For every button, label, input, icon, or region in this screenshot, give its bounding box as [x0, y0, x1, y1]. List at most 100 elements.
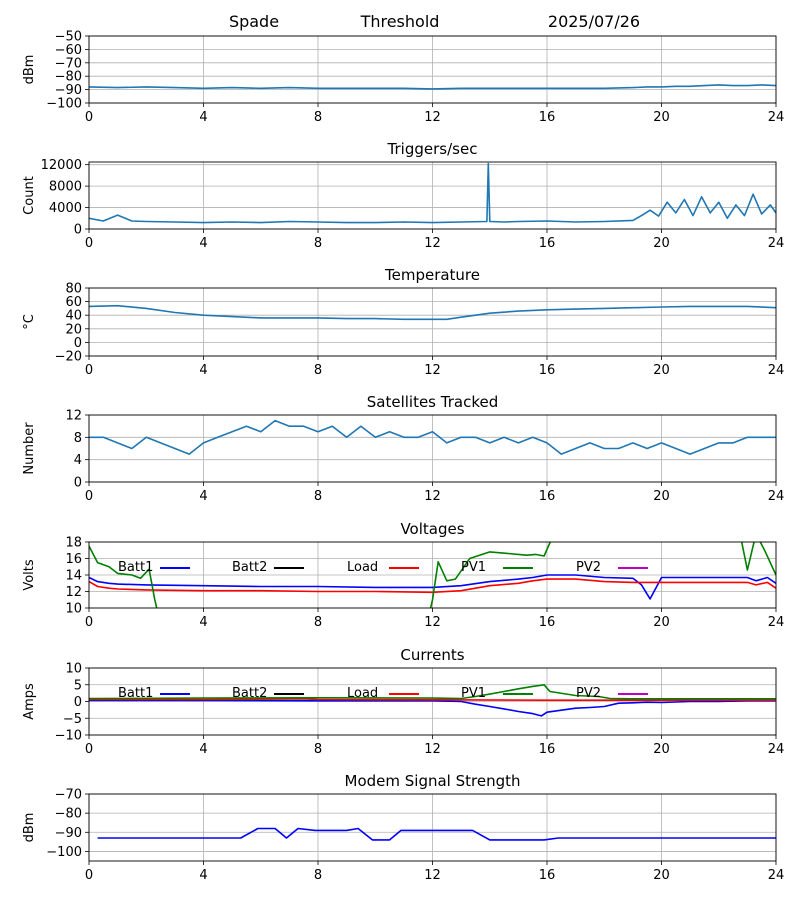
plot-frame	[88, 161, 777, 230]
plot-frame	[88, 414, 777, 483]
plot-frame	[88, 667, 777, 736]
y-tick-label: 5	[74, 678, 82, 693]
chart-title: Modem Signal Strength	[345, 772, 521, 790]
legend-label-pv2: PV2	[576, 560, 601, 575]
y-axis-label: Number	[22, 422, 37, 475]
x-tick-label: 24	[768, 110, 785, 125]
y-tick-label: 0	[74, 695, 82, 710]
y-tick-label: 4	[74, 453, 82, 468]
x-tick-label: 8	[314, 236, 322, 251]
x-tick-label: 20	[653, 489, 670, 504]
y-tick-label: 4000	[49, 201, 82, 216]
legend-label-batt2: Batt2	[232, 686, 267, 701]
header-mode: Threshold	[360, 12, 440, 31]
y-tick-label: −50	[55, 30, 82, 45]
series-line-modem	[97, 827, 776, 841]
series-line-pv1	[89, 542, 776, 608]
y-tick-label: 0	[74, 476, 82, 491]
y-axis-label: °C	[22, 314, 37, 330]
x-tick-label: 16	[539, 868, 556, 883]
x-tick-label: 0	[85, 868, 93, 883]
x-tick-label: 12	[424, 615, 441, 630]
y-tick-label: −20	[55, 350, 82, 365]
y-axis-label: Amps	[22, 683, 37, 720]
x-tick-label: 16	[539, 363, 556, 378]
y-tick-label: 18	[65, 536, 82, 551]
x-tick-label: 0	[85, 615, 93, 630]
chart-title: Satellites Tracked	[367, 393, 498, 411]
chart-title: Triggers/sec	[387, 140, 478, 158]
x-tick-label: 20	[653, 742, 670, 757]
x-tick-label: 16	[539, 236, 556, 251]
x-tick-label: 24	[768, 742, 785, 757]
x-tick-label: 4	[199, 868, 207, 883]
chart-title: Currents	[400, 646, 464, 664]
x-tick-label: 16	[539, 615, 556, 630]
series-line-load	[89, 578, 776, 594]
legend-label-pv1: PV1	[461, 686, 486, 701]
chart-panel-threshold: 0 4 8 12 16 20 24 −100−90−80−70−60−50 dBm	[22, 30, 784, 126]
plot-frame	[88, 287, 777, 357]
x-tick-label: 20	[653, 236, 670, 251]
x-tick-label: 4	[199, 363, 207, 378]
x-tick-label: 20	[653, 615, 670, 630]
y-tick-label: 12	[65, 409, 82, 424]
x-tick-label: 8	[314, 742, 322, 757]
y-axis-label: dBm	[22, 55, 37, 85]
y-tick-label: 16	[65, 552, 82, 567]
x-tick-label: 24	[768, 615, 785, 630]
x-tick-label: 24	[768, 868, 785, 883]
y-tick-label: 0	[74, 223, 82, 238]
x-tick-label: 8	[314, 363, 322, 378]
plot-frame	[88, 541, 777, 609]
x-tick-label: 12	[424, 363, 441, 378]
legend-label-pv2: PV2	[576, 686, 601, 701]
x-tick-label: 8	[314, 615, 322, 630]
series-line-temperature	[89, 304, 776, 321]
x-tick-label: 12	[424, 236, 441, 251]
x-tick-label: 0	[85, 363, 93, 378]
y-tick-label: 12	[65, 585, 82, 600]
y-axis-label: dBm	[22, 813, 37, 843]
legend-label-load: Load	[347, 560, 378, 575]
x-tick-label: 4	[199, 110, 207, 125]
y-axis-label: Volts	[22, 559, 37, 591]
series-line-triggers	[89, 162, 776, 224]
x-tick-label: 8	[314, 110, 322, 125]
y-tick-label: 10	[65, 662, 82, 677]
x-tick-label: 4	[199, 236, 207, 251]
x-tick-label: 8	[314, 489, 322, 504]
chart-panel-satellites: 0 4 8 12 16 20 24 0 4 8 12 Satellites Tracked Number	[22, 393, 784, 504]
y-tick-label: −70	[55, 56, 82, 71]
x-tick-label: 12	[424, 868, 441, 883]
legend-label-pv1: PV1	[461, 560, 486, 575]
y-tick-label: −80	[55, 807, 82, 822]
y-tick-label: 80	[65, 282, 82, 297]
y-tick-label: −90	[55, 826, 82, 841]
y-tick-label: −60	[55, 43, 82, 58]
plot-frame	[88, 793, 777, 862]
x-tick-label: 0	[85, 489, 93, 504]
header-date: 2025/07/26	[548, 12, 640, 31]
legend-label-load: Load	[347, 686, 378, 701]
x-tick-label: 0	[85, 236, 93, 251]
y-tick-label: −100	[46, 845, 82, 860]
y-tick-label: −100	[46, 97, 82, 112]
series-line-threshold	[89, 84, 776, 90]
y-tick-label: 10	[65, 602, 82, 617]
y-tick-label: 60	[65, 295, 82, 310]
series-line-satellites	[89, 419, 776, 455]
x-tick-label: 20	[653, 868, 670, 883]
chart-title: Temperature	[384, 266, 480, 284]
y-tick-label: 0	[74, 336, 82, 351]
x-tick-label: 4	[199, 742, 207, 757]
y-tick-label: −5	[63, 712, 82, 727]
chart-panel-modem: 0 4 8 12 16 20 24 −100 −90 −80 −70 Modem Signal Str…	[22, 772, 784, 883]
x-tick-label: 0	[85, 110, 93, 125]
plot-frame	[88, 35, 777, 104]
y-tick-label: −90	[55, 83, 82, 98]
x-tick-label: 12	[424, 489, 441, 504]
